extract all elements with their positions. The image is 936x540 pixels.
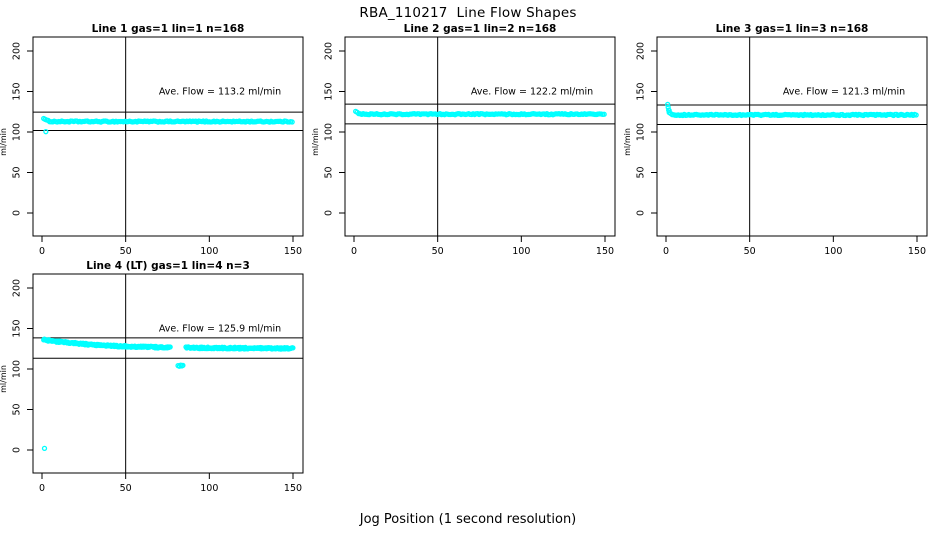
x-axis: 0 50 100 150	[39, 236, 302, 257]
panel-title: Line 2 gas=1 lin=2 n=168	[404, 24, 557, 35]
empty-cell	[624, 261, 936, 498]
y-tick-label: 150	[12, 319, 23, 337]
y-axis-label: ml/min	[0, 128, 8, 156]
y-tick-label: 150	[324, 82, 335, 100]
x-tick-label: 50	[432, 246, 444, 257]
plot-box	[32, 36, 304, 237]
y-axis: 0 50 100 150 200 ml/min	[624, 42, 657, 216]
panel-line-1-plot: 0 50 100 150 200 ml/min 0 50 100 150 Line 1 gas=1 …	[0, 24, 304, 257]
y-tick-label: 200	[636, 42, 647, 60]
y-tick-label: 50	[12, 403, 23, 415]
panel-title: Line 1 gas=1 lin=1 n=168	[92, 24, 245, 35]
panel-title: Line 4 (LT) gas=1 lin=4 n=3	[86, 261, 250, 272]
x-tick-label: 150	[284, 483, 302, 494]
flow-point	[290, 345, 296, 351]
outlier-point	[41, 445, 48, 452]
y-axis: 0 50 100 150 200 ml/min	[0, 279, 33, 453]
y-tick-label: 100	[12, 360, 23, 378]
y-tick-label: 50	[636, 166, 647, 178]
x-axis: 0 50 100 150	[663, 236, 926, 257]
panel-grid: 0 50 100 150 200 ml/min 0 50 100 150 Line 1 gas=1 …	[0, 24, 936, 498]
data-points	[41, 336, 296, 452]
x-axis-title: Jog Position (1 second resolution)	[359, 511, 577, 527]
x-tick-label: 0	[663, 246, 669, 257]
x-tick-label: 0	[39, 483, 45, 494]
y-tick-label: 0	[12, 210, 23, 216]
panel-line-4-plot: 0 50 100 150 200 ml/min 0 50 100 150 Line 4 (LT) g…	[0, 261, 304, 494]
reference-lines	[657, 37, 927, 236]
plot-box	[32, 273, 304, 474]
y-axis: 0 50 100 150 200 ml/min	[0, 42, 33, 216]
empty-cell	[312, 261, 624, 498]
panel-line-4: 0 50 100 150 200 ml/min 0 50 100 150 Line 4 (LT) g…	[0, 261, 312, 498]
avg-flow-label: Ave. Flow = 113.2 ml/min	[159, 87, 281, 98]
flow-point	[167, 344, 173, 350]
y-tick-label: 50	[12, 166, 23, 178]
reference-lines	[33, 37, 303, 236]
x-tick-label: 100	[824, 246, 842, 257]
y-tick-label: 0	[636, 210, 647, 216]
x-tick-label: 50	[120, 246, 132, 257]
reference-lines	[345, 37, 615, 236]
avg-flow-label: Ave. Flow = 121.3 ml/min	[783, 87, 905, 98]
chart-title: RBA_110217 Line Flow Shapes	[359, 5, 577, 21]
x-tick-label: 100	[200, 483, 218, 494]
reference-lines	[33, 274, 303, 473]
y-tick-label: 50	[324, 166, 335, 178]
y-tick-label: 100	[324, 123, 335, 141]
x-tick-label: 150	[596, 246, 614, 257]
data-points	[665, 101, 919, 119]
y-tick-label: 200	[12, 279, 23, 297]
panel-line-3-plot: 0 50 100 150 200 ml/min 0 50 100 150 Line 3 gas=1 …	[624, 24, 928, 257]
y-tick-label: 150	[636, 82, 647, 100]
x-tick-label: 50	[744, 246, 756, 257]
flow-point	[665, 101, 671, 108]
panel-title: Line 3 gas=1 lin=3 n=168	[716, 24, 869, 35]
y-tick-label: 100	[636, 123, 647, 141]
y-axis-label: ml/min	[624, 128, 632, 156]
y-tick-label: 0	[324, 210, 335, 216]
plot-box	[656, 36, 928, 237]
outlier-point	[666, 109, 672, 116]
outlier-point	[666, 107, 672, 113]
avg-flow-label: Ave. Flow = 122.2 ml/min	[471, 87, 593, 98]
y-tick-label: 200	[324, 42, 335, 60]
y-axis-label: ml/min	[312, 128, 320, 156]
outlier-point	[665, 104, 671, 110]
x-tick-label: 50	[120, 483, 132, 494]
panel-line-2: 0 50 100 150 200 ml/min 0 50 100 150 Line 2 gas=1 …	[312, 24, 624, 261]
x-tick-label: 0	[351, 246, 357, 257]
avg-flow-label: Ave. Flow = 125.9 ml/min	[159, 324, 281, 335]
data-points	[353, 108, 607, 118]
data-points	[41, 115, 295, 135]
y-tick-label: 0	[12, 447, 23, 453]
flow-point	[601, 111, 607, 117]
flow-point	[289, 119, 295, 125]
y-tick-label: 150	[12, 82, 23, 100]
y-tick-label: 100	[12, 123, 23, 141]
panel-line-2-plot: 0 50 100 150 200 ml/min 0 50 100 150 Line 2 gas=1 …	[312, 24, 616, 257]
x-axis: 0 50 100 150	[39, 473, 302, 494]
x-tick-label: 150	[908, 246, 926, 257]
flow-point	[913, 112, 919, 118]
plot-box	[344, 36, 616, 237]
panel-line-3: 0 50 100 150 200 ml/min 0 50 100 150 Line 3 gas=1 …	[624, 24, 936, 261]
y-axis-label: ml/min	[0, 365, 8, 393]
x-tick-label: 100	[200, 246, 218, 257]
outlier-point	[43, 129, 49, 135]
x-axis: 0 50 100 150	[351, 236, 614, 257]
x-tick-label: 0	[39, 246, 45, 257]
x-tick-label: 150	[284, 246, 302, 257]
panel-line-1: 0 50 100 150 200 ml/min 0 50 100 150 Line 1 gas=1 …	[0, 24, 312, 261]
x-tick-label: 100	[512, 246, 530, 257]
y-axis: 0 50 100 150 200 ml/min	[312, 42, 345, 216]
y-tick-label: 200	[12, 42, 23, 60]
outlier-point	[180, 362, 186, 369]
